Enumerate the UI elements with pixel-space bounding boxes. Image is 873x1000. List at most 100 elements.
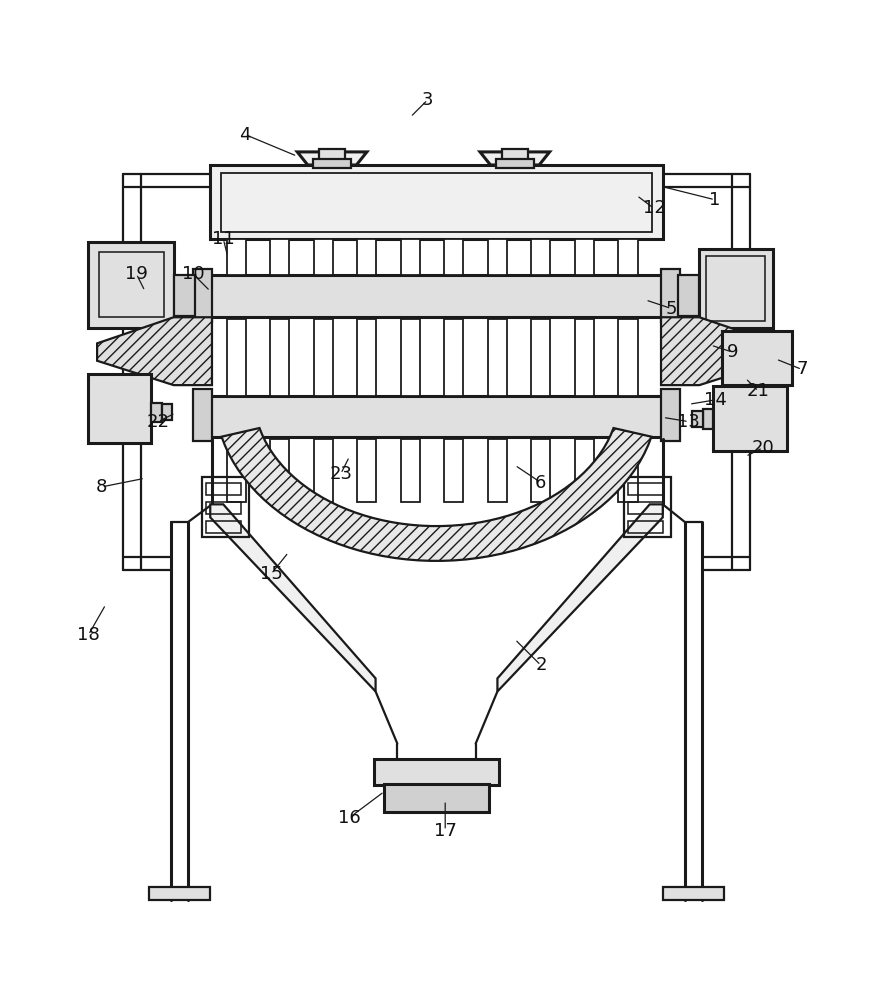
Bar xyxy=(227,439,246,502)
Text: 20: 20 xyxy=(752,439,774,457)
Polygon shape xyxy=(661,317,776,385)
Text: 2: 2 xyxy=(535,656,546,674)
Bar xyxy=(401,439,420,502)
Text: 11: 11 xyxy=(212,230,235,248)
Bar xyxy=(444,319,464,396)
Bar xyxy=(151,403,162,422)
Bar xyxy=(703,409,713,429)
Bar xyxy=(313,319,333,396)
Bar xyxy=(227,239,246,275)
Text: 10: 10 xyxy=(182,265,204,283)
Bar xyxy=(357,439,376,502)
Ellipse shape xyxy=(423,288,450,305)
Polygon shape xyxy=(663,887,724,900)
Bar xyxy=(628,521,663,533)
Polygon shape xyxy=(149,887,210,900)
Bar xyxy=(532,439,551,502)
Bar xyxy=(210,396,663,437)
Text: 13: 13 xyxy=(677,413,700,431)
Bar xyxy=(162,404,172,420)
Ellipse shape xyxy=(471,288,499,305)
Text: 19: 19 xyxy=(125,265,148,283)
Bar xyxy=(677,275,699,316)
Bar xyxy=(374,759,499,785)
Bar xyxy=(357,319,376,396)
Text: 8: 8 xyxy=(96,478,107,496)
Bar xyxy=(692,411,703,427)
Bar xyxy=(661,389,680,441)
Text: 9: 9 xyxy=(726,343,739,361)
Bar xyxy=(532,239,551,275)
Text: 17: 17 xyxy=(434,822,457,840)
Bar xyxy=(88,374,151,443)
Text: 1: 1 xyxy=(709,191,720,209)
Bar xyxy=(221,173,652,232)
Ellipse shape xyxy=(227,288,255,305)
Text: 18: 18 xyxy=(77,626,100,644)
Bar xyxy=(628,483,663,495)
Polygon shape xyxy=(480,152,550,165)
Ellipse shape xyxy=(276,408,304,425)
Text: 4: 4 xyxy=(239,126,251,144)
Ellipse shape xyxy=(471,408,499,425)
Text: 23: 23 xyxy=(329,465,353,483)
Text: 16: 16 xyxy=(338,809,361,827)
Bar xyxy=(618,239,637,275)
Bar xyxy=(193,389,212,441)
Bar xyxy=(357,239,376,275)
Text: 7: 7 xyxy=(796,360,808,378)
Ellipse shape xyxy=(520,408,548,425)
Text: 22: 22 xyxy=(147,413,169,431)
Bar xyxy=(271,239,290,275)
Bar xyxy=(193,269,212,322)
Text: 5: 5 xyxy=(666,300,677,318)
Bar xyxy=(271,439,290,502)
Bar xyxy=(206,521,241,533)
Bar xyxy=(384,784,489,812)
Text: 21: 21 xyxy=(747,382,770,400)
Bar xyxy=(88,242,174,328)
Bar xyxy=(313,439,333,502)
Bar xyxy=(574,439,594,502)
Ellipse shape xyxy=(569,288,597,305)
Bar xyxy=(488,439,507,502)
Bar xyxy=(618,439,637,502)
Bar xyxy=(313,239,333,275)
Ellipse shape xyxy=(325,408,353,425)
Bar xyxy=(210,165,663,239)
Ellipse shape xyxy=(227,408,255,425)
Polygon shape xyxy=(498,504,663,691)
Ellipse shape xyxy=(618,408,646,425)
Bar xyxy=(99,252,164,317)
Bar xyxy=(210,275,663,317)
Bar xyxy=(532,319,551,396)
Bar xyxy=(722,331,792,385)
Bar xyxy=(202,477,250,537)
Ellipse shape xyxy=(569,408,597,425)
Ellipse shape xyxy=(520,288,548,305)
Bar xyxy=(174,275,196,316)
Ellipse shape xyxy=(374,408,402,425)
Ellipse shape xyxy=(276,288,304,305)
Ellipse shape xyxy=(618,288,646,305)
Polygon shape xyxy=(222,428,651,561)
Ellipse shape xyxy=(423,408,450,425)
Bar xyxy=(319,149,345,165)
Polygon shape xyxy=(298,152,367,165)
Bar xyxy=(574,239,594,275)
Bar xyxy=(496,159,534,168)
Bar xyxy=(271,319,290,396)
Bar xyxy=(488,239,507,275)
Bar xyxy=(401,239,420,275)
Bar xyxy=(206,483,241,495)
Bar xyxy=(713,386,787,451)
Text: 14: 14 xyxy=(704,391,726,409)
Bar xyxy=(623,477,671,537)
Ellipse shape xyxy=(374,288,402,305)
Bar xyxy=(574,319,594,396)
Bar xyxy=(444,439,464,502)
Bar xyxy=(227,319,246,396)
Bar xyxy=(502,149,528,165)
Bar xyxy=(628,502,663,514)
Bar xyxy=(661,269,680,322)
